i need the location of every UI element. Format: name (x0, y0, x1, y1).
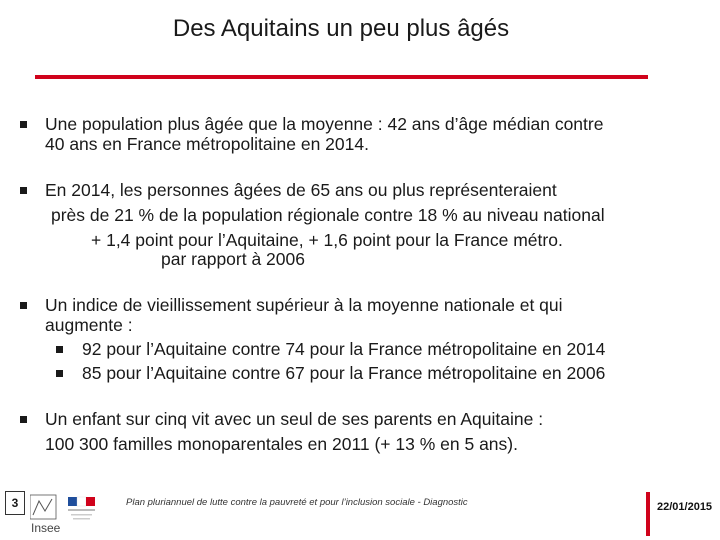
sub-bullet-1-text: 92 pour l’Aquitaine contre 74 pour la Fr… (82, 339, 606, 359)
sub-bullet-marker (56, 346, 63, 353)
bullet-2-line-3: + 1,4 point pour l’Aquitaine, + 1,6 poin… (91, 230, 563, 250)
logo-text: Insee (31, 521, 61, 535)
footer-caption: Plan pluriannuel de lutte contre la pauv… (126, 497, 468, 508)
bullet-2-line-2: près de 21 % de la population régionale … (51, 205, 605, 225)
bullet-marker (20, 187, 27, 194)
footer-date: 22/01/2015 (657, 501, 713, 513)
bullet-marker (20, 121, 27, 128)
sub-bullet-marker (56, 370, 63, 377)
bullet-1-line-1: Une population plus âgée que la moyenne … (45, 114, 604, 134)
title-underline (35, 75, 648, 79)
footer-accent-bar (646, 492, 650, 536)
bullet-2-line-1: En 2014, les personnes âgées de 65 ans o… (45, 180, 557, 200)
bullet-4-line-1: Un enfant sur cinq vit avec un seul de s… (45, 409, 544, 429)
bullet-2-line-4: par rapport à 2006 (161, 249, 305, 269)
bullet-1-line-2: 40 ans en France métropolitaine en 2014. (45, 134, 369, 154)
insee-logo: Insee (30, 494, 95, 535)
page-number: 3 (5, 491, 25, 515)
slide-title: Des Aquitains un peu plus âgés (172, 15, 510, 42)
bullet-marker (20, 302, 27, 309)
bullet-4-line-2: 100 300 familles monoparentales en 2011 … (45, 434, 518, 454)
sub-bullet-2-text: 85 pour l’Aquitaine contre 67 pour la Fr… (82, 363, 606, 383)
bullet-3-line-1: Un indice de vieillissement supérieur à … (45, 295, 563, 315)
bullet-3-line-2: augmente : (45, 315, 133, 335)
bullet-marker (20, 416, 27, 423)
